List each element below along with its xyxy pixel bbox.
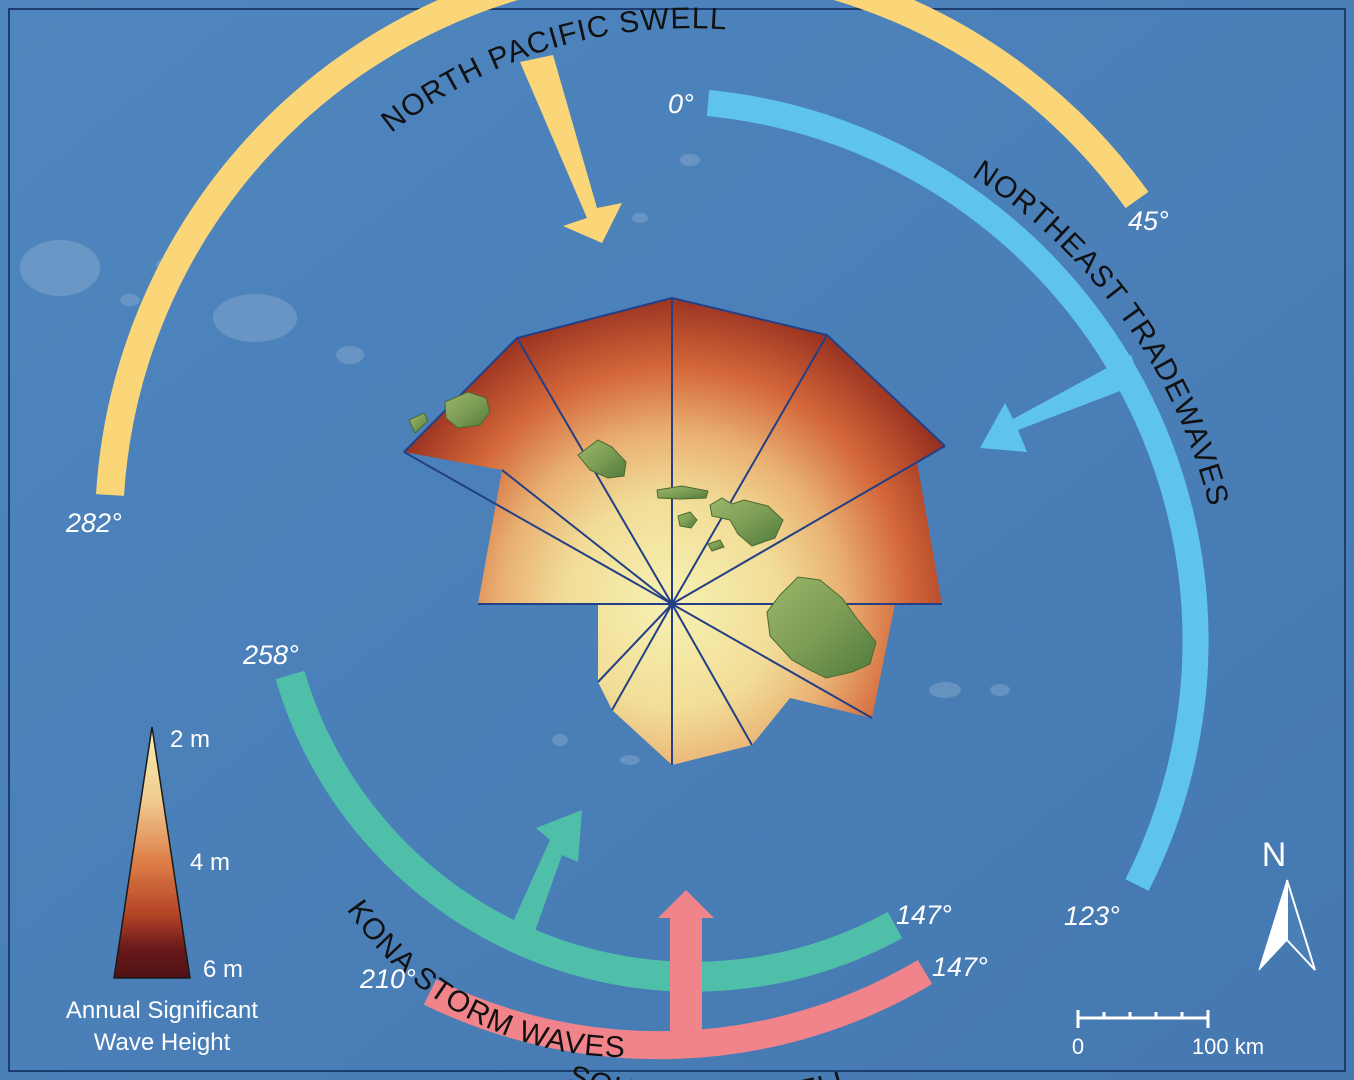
northeast-tradewaves-arrow: [980, 355, 1141, 452]
north-arrow-label: N: [1262, 836, 1287, 874]
scale-bar: [1076, 1010, 1210, 1028]
seamount-texture: [20, 154, 1010, 765]
rose-sector: [672, 298, 827, 604]
rose-sector: [598, 604, 672, 710]
southern-end-degree: 147°: [932, 952, 988, 982]
north-pacific-swell-band: [96, 0, 1149, 496]
legend-max-label: 6 m: [203, 956, 243, 983]
kauai-island: [444, 391, 491, 429]
north-arrow-icon: [1258, 879, 1316, 971]
north-arrow: N: [1258, 836, 1316, 971]
lanai-island: [677, 511, 698, 529]
northeast-end-degree: 123°: [1064, 901, 1120, 931]
oahu-island: [577, 439, 627, 479]
southern-start-degree: 210°: [359, 964, 416, 994]
north-pacific-start-degree: 282°: [65, 508, 122, 538]
kahoolawe-island: [707, 539, 725, 552]
scale-bar-end-label: 100 km: [1192, 1034, 1264, 1059]
rose-sector: [478, 470, 672, 604]
legend-mid-label: 4 m: [190, 849, 230, 876]
rose-sector: [672, 604, 872, 745]
northeast-start-degree: 0°: [668, 89, 694, 119]
north-pacific-end-degree: 45°: [1128, 206, 1169, 236]
rose-outline: [403, 296, 946, 765]
scale-bar-start-label: 0: [1072, 1034, 1084, 1059]
legend-title-line2: Wave Height: [94, 1029, 231, 1056]
legend-title-line1: Annual Significant: [66, 997, 258, 1024]
rose-sector: [612, 604, 672, 765]
kona-end-degree: 147°: [896, 900, 952, 930]
wave-height-legend: 2 m 4 m 6 m Annual Significant Wave Heig…: [66, 726, 258, 1056]
legend-min-label: 2 m: [170, 726, 210, 753]
southern-swell-arrow: [658, 890, 714, 1038]
kona-start-degree: 258°: [242, 640, 299, 670]
map-frame: [8, 8, 1346, 1072]
southern-swell-band: [423, 959, 933, 1060]
niihau-island: [408, 412, 429, 434]
kona-storm-waves-band: [275, 670, 903, 992]
north-pacific-swell-arrow: [520, 55, 622, 243]
maui-island: [709, 497, 784, 547]
legend-gradient-triangle: [113, 726, 191, 979]
rose-sector: [672, 604, 752, 765]
molokai-island: [656, 485, 709, 500]
hawaiian-islands: [408, 391, 877, 679]
kona-storm-waves-arrow: [507, 810, 582, 948]
hawaii-big-island: [766, 576, 877, 679]
rose-sector: [672, 335, 945, 604]
